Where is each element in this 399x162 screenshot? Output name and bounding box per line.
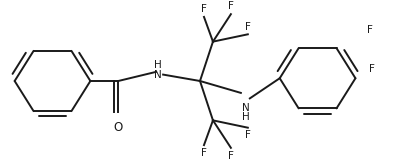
Text: F: F [228, 1, 234, 12]
Text: F: F [201, 4, 207, 14]
Text: O: O [114, 121, 123, 134]
Text: F: F [245, 130, 251, 140]
Text: H
N: H N [154, 60, 162, 80]
Text: F: F [245, 22, 251, 32]
Text: N
H: N H [242, 103, 250, 122]
Text: F: F [201, 148, 207, 158]
Text: F: F [369, 64, 375, 74]
Text: F: F [228, 150, 234, 161]
Text: F: F [367, 25, 373, 35]
